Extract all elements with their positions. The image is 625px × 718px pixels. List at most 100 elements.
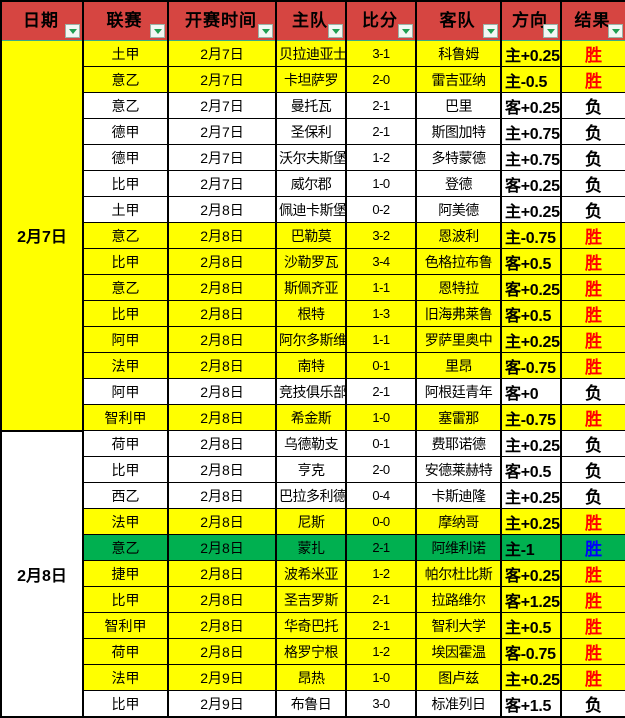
table-row: 比甲 2月8日 根特 1-3 旧海弗莱鲁 客+0.5 胜 [1,300,625,327]
league-cell: 荷甲 [83,638,169,665]
status-badge: 负 [585,98,602,117]
home-team-cell: 波希米亚 [276,560,347,587]
kickoff-time-cell: 2月8日 [168,560,277,587]
score-cell: 1-2 [346,560,417,587]
filter-dropdown-icon-league[interactable] [150,24,165,38]
filter-dropdown-icon-home[interactable] [328,24,343,38]
league-cell: 西乙 [83,482,169,509]
result-cell: 胜 [561,300,625,327]
result-cell: 胜 [561,66,625,93]
chevron-down-icon [153,28,162,34]
column-header-date-label: 日期 [23,11,59,30]
status-badge: 胜 [585,618,602,637]
home-team-cell: 圣吉罗斯 [276,586,347,613]
result-cell: 负 [561,378,625,405]
away-team-cell: 巴里 [416,92,502,119]
status-badge: 负 [585,124,602,143]
kickoff-time-cell: 2月8日 [168,352,277,379]
away-team-cell: 阿美德 [416,196,502,223]
home-team-cell: 圣保利 [276,118,347,145]
table-row: 法甲 2月9日 昂热 1-0 图卢兹 主+0.25 胜 [1,664,625,691]
column-header-league[interactable]: 联赛 [83,1,169,41]
direction-cell: 客+0.5 [501,456,562,483]
result-cell: 负 [561,118,625,145]
home-team-cell: 竞技俱乐部 [276,378,347,405]
status-badge: 胜 [585,592,602,611]
kickoff-time-cell: 2月7日 [168,118,277,145]
column-header-score[interactable]: 比分 [346,1,417,41]
status-badge: 胜 [585,644,602,663]
league-cell: 比甲 [83,170,169,197]
table-row: 阿甲 2月8日 竞技俱乐部 2-1 阿根廷青年 客+0 负 [1,378,625,405]
direction-cell: 客+0.25 [501,560,562,587]
status-badge: 胜 [585,228,602,247]
home-team-cell: 沃尔夫斯堡 [276,144,347,171]
home-team-cell: 亨克 [276,456,347,483]
score-cell: 2-1 [346,612,417,639]
home-team-cell: 巴拉多利德 [276,482,347,509]
away-team-cell: 塞雷那 [416,404,502,431]
filter-dropdown-icon-direction[interactable] [543,24,558,38]
away-team-cell: 标准列日 [416,690,502,718]
column-header-kickoff[interactable]: 开赛时间 [168,1,277,41]
table-row: 比甲 2月7日 威尔郡 1-0 登德 客+0.25 负 [1,170,625,197]
column-header-home[interactable]: 主队 [276,1,347,41]
score-cell: 0-2 [346,196,417,223]
kickoff-time-cell: 2月8日 [168,638,277,665]
home-team-cell: 阿尔多斯维 [276,326,347,353]
home-team-cell: 尼斯 [276,508,347,535]
table-row: 西乙 2月8日 巴拉多利德 0-4 卡斯迪隆 主+0.25 负 [1,482,625,509]
direction-cell: 主+0.5 [501,612,562,639]
result-cell: 负 [561,144,625,171]
away-team-cell: 恩特拉 [416,274,502,301]
status-badge: 胜 [585,514,602,533]
status-badge: 胜 [585,540,602,559]
column-header-date[interactable]: 日期 [1,1,84,41]
direction-cell: 主+0.25 [501,326,562,353]
filter-dropdown-icon-date[interactable] [65,24,80,38]
home-team-cell: 佩迪卡斯堡 [276,196,347,223]
result-cell: 胜 [561,560,625,587]
column-header-score-label: 比分 [362,11,398,30]
kickoff-time-cell: 2月8日 [168,248,277,275]
status-badge: 胜 [585,332,602,351]
filter-dropdown-icon-score[interactable] [398,24,413,38]
status-badge: 胜 [585,410,602,429]
league-cell: 比甲 [83,586,169,613]
result-cell: 胜 [561,664,625,691]
kickoff-time-cell: 2月8日 [168,274,277,301]
filter-dropdown-icon-kickoff[interactable] [258,24,273,38]
direction-cell: 主-0.75 [501,404,562,431]
direction-cell: 客+0.25 [501,170,562,197]
table-row: 2月7日 土甲 2月7日 贝拉迪亚士 3-1 科鲁姆 主+0.25 胜 [1,40,625,432]
filter-dropdown-icon-away[interactable] [483,24,498,38]
kickoff-time-cell: 2月7日 [168,92,277,119]
result-cell: 胜 [561,404,625,431]
home-team-cell: 威尔郡 [276,170,347,197]
kickoff-time-cell: 2月7日 [168,66,277,93]
result-cell: 胜 [561,534,625,561]
column-header-away[interactable]: 客队 [416,1,502,41]
filter-dropdown-icon-result[interactable] [608,24,623,38]
kickoff-time-cell: 2月9日 [168,690,277,718]
result-cell: 胜 [561,586,625,613]
status-badge: 负 [585,696,602,715]
score-cell: 1-1 [346,326,417,353]
result-cell: 负 [561,482,625,509]
kickoff-time-cell: 2月8日 [168,586,277,613]
table-row: 意乙 2月7日 曼托瓦 2-1 巴里 客+0.25 负 [1,92,625,119]
league-cell: 意乙 [83,274,169,301]
table-row: 智利甲 2月8日 华奇巴托 2-1 智利大学 主+0.5 胜 [1,612,625,639]
column-header-result[interactable]: 结果 [561,1,625,41]
table-row: 荷甲 2月8日 格罗宁根 1-2 埃因霍温 客-0.75 胜 [1,638,625,665]
kickoff-time-cell: 2月8日 [168,534,277,561]
result-cell: 胜 [561,612,625,639]
column-header-direction[interactable]: 方向 [501,1,562,41]
direction-cell: 客+0 [501,378,562,405]
home-team-cell: 南特 [276,352,347,379]
column-header-kickoff-label: 开赛时间 [185,11,257,30]
column-header-home-label: 主队 [292,11,328,30]
away-team-cell: 帕尔杜比斯 [416,560,502,587]
direction-cell: 客+1.25 [501,586,562,613]
